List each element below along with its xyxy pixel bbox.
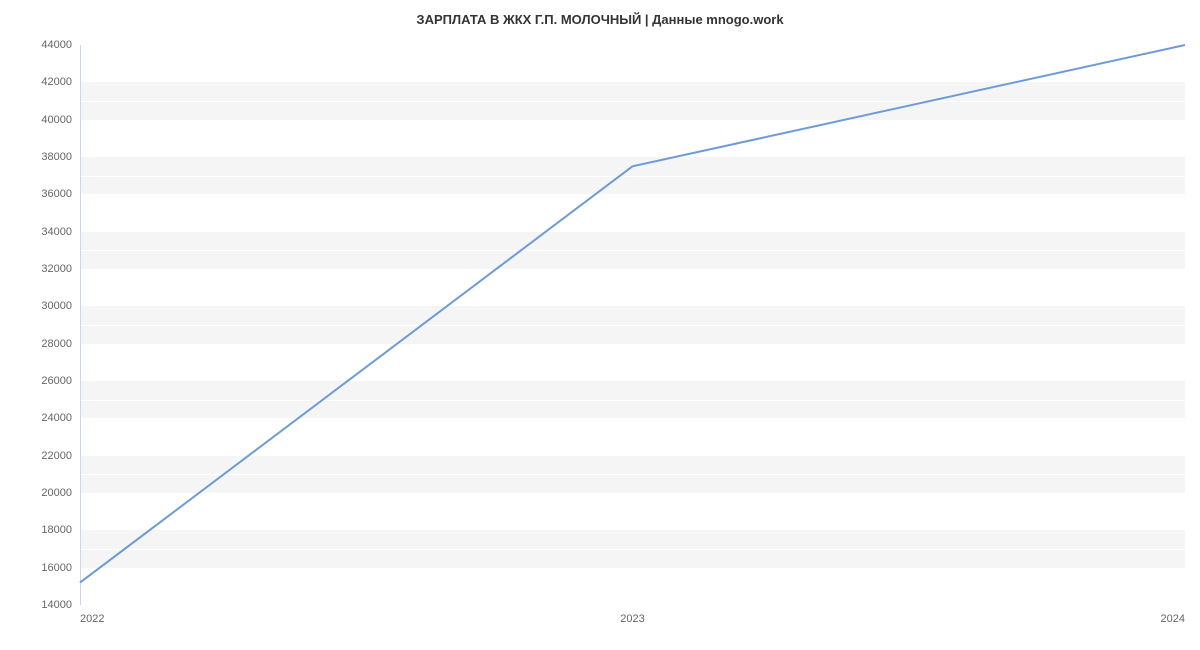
x-tick-label: 2022 [80, 605, 104, 625]
y-tick-label: 22000 [41, 450, 80, 462]
y-tick-label: 18000 [41, 524, 80, 536]
y-tick-label: 40000 [41, 114, 80, 126]
y-tick-label: 42000 [41, 76, 80, 88]
y-tick-label: 20000 [41, 487, 80, 499]
y-tick-label: 38000 [41, 151, 80, 163]
y-tick-label: 44000 [41, 39, 80, 51]
series-line [80, 45, 1185, 605]
x-tick-label: 2024 [1161, 605, 1185, 625]
y-tick-label: 28000 [41, 338, 80, 350]
y-tick-label: 32000 [41, 263, 80, 275]
y-tick-label: 36000 [41, 188, 80, 200]
y-tick-label: 34000 [41, 226, 80, 238]
y-tick-label: 16000 [41, 562, 80, 574]
plot-area: 1400016000180002000022000240002600028000… [80, 45, 1185, 605]
chart-title: ЗАРПЛАТА В ЖКХ Г.П. МОЛОЧНЫЙ | Данные mn… [0, 12, 1200, 27]
y-tick-label: 26000 [41, 375, 80, 387]
y-tick-label: 30000 [41, 300, 80, 312]
y-tick-label: 14000 [41, 599, 80, 611]
y-tick-label: 24000 [41, 412, 80, 424]
x-tick-label: 2023 [620, 605, 644, 625]
